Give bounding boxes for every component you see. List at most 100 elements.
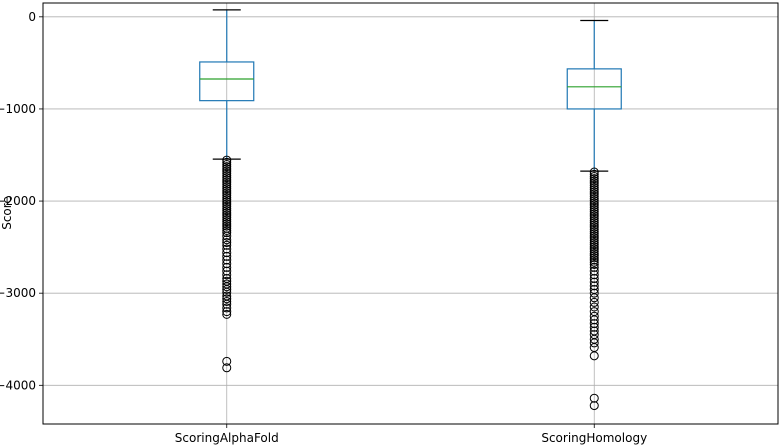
outlier-point	[222, 217, 232, 227]
outlier-point	[222, 248, 232, 258]
outlier-point	[589, 237, 599, 247]
outlier-point	[222, 287, 232, 297]
outlier-point	[222, 238, 232, 248]
outlier-point	[589, 351, 599, 361]
iqr-box	[566, 68, 622, 110]
y-tick-label: −2000	[0, 194, 36, 208]
outlier-point	[589, 262, 599, 272]
outlier-point	[589, 315, 599, 325]
outlier-point	[589, 191, 599, 201]
outlier-point	[589, 338, 599, 348]
outlier-point	[589, 220, 599, 230]
outlier-point	[222, 157, 232, 167]
outlier-point	[589, 202, 599, 212]
outlier-point	[589, 213, 599, 223]
outlier-point	[589, 200, 599, 210]
iqr-box	[199, 61, 255, 102]
outlier-point	[222, 190, 232, 200]
y-tick-label: 0	[28, 10, 36, 24]
outlier-point	[589, 218, 599, 228]
outlier-point	[222, 168, 232, 178]
x-axis: ScoringAlphaFold ScoringHomology	[175, 424, 647, 445]
x-tick-label: ScoringAlphaFold	[175, 431, 279, 445]
outlier-point	[222, 266, 232, 276]
outlier-point	[589, 233, 599, 243]
outlier-point	[589, 211, 599, 221]
outlier-point	[589, 207, 599, 217]
outlier-point	[589, 251, 599, 261]
gridlines	[43, 3, 778, 424]
outlier-point	[589, 189, 599, 199]
outlier-point	[222, 184, 232, 194]
outlier-point	[589, 204, 599, 214]
outlier-point	[222, 201, 232, 211]
outlier-point	[589, 231, 599, 241]
outlier-point	[589, 182, 599, 192]
outlier-point	[589, 273, 599, 283]
outlier-point	[222, 294, 232, 304]
outlier-point	[589, 248, 599, 258]
outlier-point	[222, 303, 232, 313]
outlier-point	[222, 251, 232, 261]
outlier-point	[222, 231, 232, 241]
outlier-point	[222, 270, 232, 280]
outlier-point	[222, 155, 232, 165]
outlier-point	[589, 257, 599, 267]
outlier-point	[589, 277, 599, 287]
outlier-point	[222, 206, 232, 216]
outlier-point	[589, 253, 599, 263]
y-tick-label: −4000	[0, 378, 36, 392]
outlier-point	[589, 193, 599, 203]
outlier-point	[589, 196, 599, 206]
outlier-point	[589, 187, 599, 197]
outlier-point	[589, 198, 599, 208]
plot-frame	[42, 2, 779, 425]
outlier-point	[222, 356, 232, 366]
outlier-point	[589, 226, 599, 236]
outlier-point	[589, 185, 599, 195]
outlier-point	[222, 296, 232, 306]
y-axis: 0 −1000 −2000 −3000 −4000	[0, 10, 43, 392]
outlier-point	[589, 393, 599, 403]
outlier-point	[589, 235, 599, 245]
outlier-point	[222, 210, 232, 220]
outlier-point	[222, 240, 232, 250]
outlier-point	[589, 322, 599, 332]
outlier-point	[222, 173, 232, 183]
outlier-point	[222, 188, 232, 198]
outlier-point	[222, 177, 232, 187]
outlier-point	[222, 235, 232, 245]
outlier-point	[589, 178, 599, 188]
outlier-point	[222, 166, 232, 176]
outlier-point	[589, 240, 599, 250]
outlier-point	[222, 162, 232, 172]
box-ScoringHomology	[566, 19, 622, 411]
outlier-point	[589, 270, 599, 280]
y-tick-label: −3000	[0, 286, 36, 300]
outlier-point	[589, 242, 599, 252]
outlier-point	[589, 401, 599, 411]
outlier-point	[589, 311, 599, 321]
outlier-point	[222, 221, 232, 231]
outlier-point	[589, 229, 599, 239]
outlier-point	[222, 192, 232, 202]
outlier-point	[222, 195, 232, 205]
outlier-point	[589, 209, 599, 219]
outlier-point	[589, 171, 599, 181]
outlier-point	[589, 319, 599, 329]
outlier-point	[222, 244, 232, 254]
outlier-point	[589, 174, 599, 184]
outlier-point	[222, 214, 232, 224]
outlier-point	[222, 299, 232, 309]
outlier-point	[589, 222, 599, 232]
outlier-point	[589, 246, 599, 256]
outlier-point	[222, 285, 232, 295]
outlier-point	[222, 186, 232, 196]
outlier-point	[222, 225, 232, 235]
outlier-point	[589, 259, 599, 269]
outlier-point	[589, 297, 599, 307]
outlier-point	[222, 363, 232, 373]
y-axis-label: Score	[0, 196, 14, 230]
outlier-point	[222, 164, 232, 174]
